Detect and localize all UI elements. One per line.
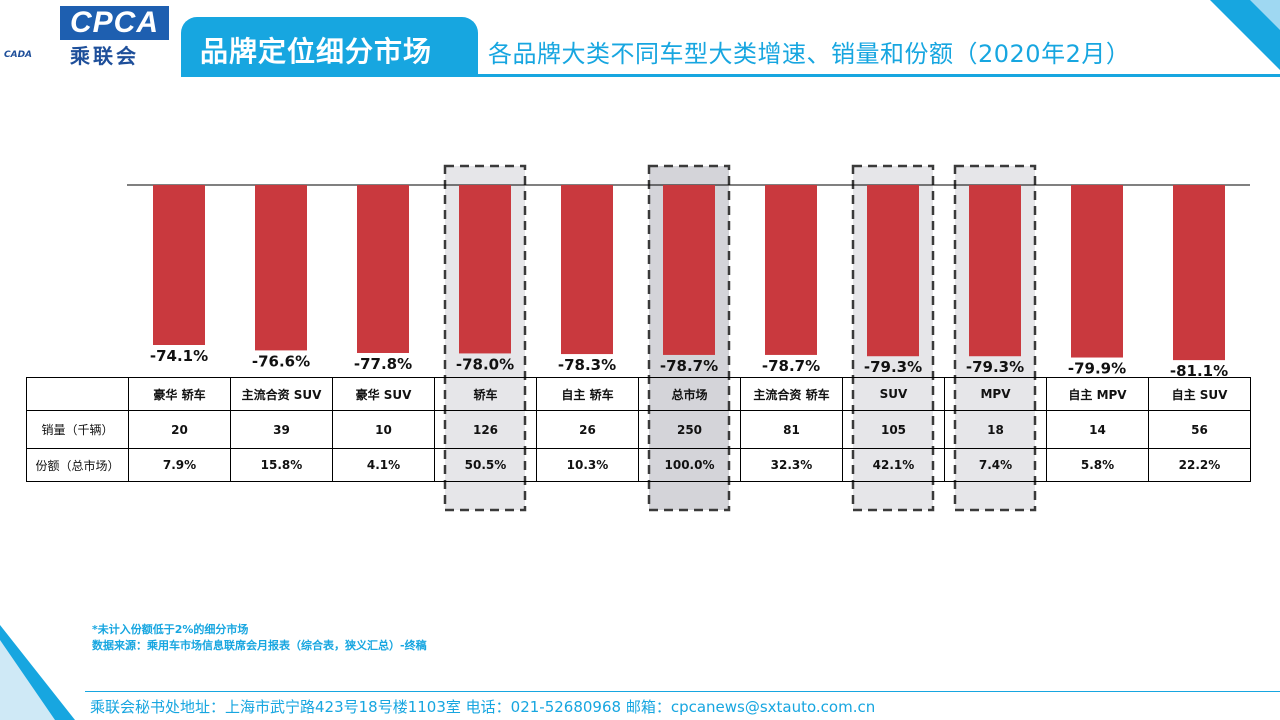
category-cell: 轿车 bbox=[434, 377, 537, 411]
row-label-sales: 销量（千辆） bbox=[26, 410, 129, 449]
sales-cell: 81 bbox=[740, 410, 843, 449]
category-cell: 自主 MPV bbox=[1046, 377, 1149, 411]
category-cell: 豪华 SUV bbox=[332, 377, 435, 411]
value-label: -79.3% bbox=[966, 358, 1024, 376]
table-header-row: 豪华 轿车 主流合资 SUV 豪华 SUV 轿车 自主 轿车 总市场 主流合资 … bbox=[26, 377, 1251, 411]
share-cell: 42.1% bbox=[842, 448, 945, 482]
bar bbox=[969, 185, 1021, 357]
sales-cell: 26 bbox=[536, 410, 639, 449]
logo-wordmark: CPCA bbox=[60, 6, 170, 40]
notes: *未计入份额低于2%的细分市场 数据来源：乘用车市场信息联席会月报表（综合表，狭… bbox=[92, 622, 427, 654]
share-cell: 100.0% bbox=[638, 448, 741, 482]
category-cell: 豪华 轿车 bbox=[128, 377, 231, 411]
sales-cell: 20 bbox=[128, 410, 231, 449]
table-row-sales: 销量（千辆） 20 39 10 126 26 250 81 105 18 14 … bbox=[26, 410, 1251, 449]
sales-cell: 56 bbox=[1148, 410, 1251, 449]
share-cell: 22.2% bbox=[1148, 448, 1251, 482]
sales-cell: 250 bbox=[638, 410, 741, 449]
value-label: -79.9% bbox=[1068, 360, 1126, 378]
value-label: -78.3% bbox=[558, 356, 616, 374]
footer-rule bbox=[85, 691, 1280, 692]
category-cell: 自主 轿车 bbox=[536, 377, 639, 411]
table-row-share: 份额（总市场） 7.9% 15.8% 4.1% 50.5% 10.3% 100.… bbox=[26, 448, 1251, 482]
value-label: -74.1% bbox=[150, 347, 208, 365]
bar bbox=[765, 185, 817, 355]
value-label: -81.1% bbox=[1170, 362, 1228, 380]
sales-cell: 10 bbox=[332, 410, 435, 449]
note-line: *未计入份额低于2%的细分市场 bbox=[92, 623, 249, 636]
share-cell: 4.1% bbox=[332, 448, 435, 482]
bar bbox=[1173, 185, 1225, 361]
sales-cell: 18 bbox=[944, 410, 1047, 449]
bar bbox=[1071, 185, 1123, 358]
category-cell: 主流合资 轿车 bbox=[740, 377, 843, 411]
share-cell: 10.3% bbox=[536, 448, 639, 482]
bar bbox=[153, 185, 205, 345]
corner-decoration-bottom-left-inner bbox=[0, 640, 55, 720]
header-rule bbox=[181, 74, 1280, 77]
bar bbox=[459, 185, 511, 354]
share-cell: 7.9% bbox=[128, 448, 231, 482]
value-label: -78.7% bbox=[762, 357, 820, 375]
sales-cell: 105 bbox=[842, 410, 945, 449]
share-cell: 5.8% bbox=[1046, 448, 1149, 482]
logo-sub: CADA bbox=[4, 50, 33, 60]
share-cell: 50.5% bbox=[434, 448, 537, 482]
row-label-share: 份额（总市场） bbox=[26, 448, 129, 482]
category-cell: 自主 SUV bbox=[1148, 377, 1251, 411]
sales-cell: 14 bbox=[1046, 410, 1149, 449]
share-cell: 32.3% bbox=[740, 448, 843, 482]
corner-decoration-top-right-inner bbox=[1250, 0, 1280, 30]
bar bbox=[867, 185, 919, 357]
share-cell: 7.4% bbox=[944, 448, 1047, 482]
section-tab bbox=[181, 17, 478, 77]
value-label: -78.0% bbox=[456, 355, 514, 373]
value-label: -77.8% bbox=[354, 355, 412, 373]
sales-cell: 126 bbox=[434, 410, 537, 449]
table-corner-cell bbox=[26, 377, 129, 411]
category-cell: 总市场 bbox=[638, 377, 741, 411]
bar bbox=[663, 185, 715, 355]
source-line: 数据来源：乘用车市场信息联席会月报表（综合表，狭义汇总）-终稿 bbox=[92, 639, 427, 652]
footer-contact: 乘联会秘书处地址：上海市武宁路423号18号楼1103室 电话：021-5268… bbox=[90, 698, 876, 716]
bar bbox=[255, 185, 307, 351]
bar bbox=[561, 185, 613, 355]
category-cell: SUV bbox=[842, 377, 945, 411]
bar bbox=[357, 185, 409, 353]
value-label: -76.6% bbox=[252, 352, 310, 370]
category-cell: MPV bbox=[944, 377, 1047, 411]
cpca-logo: CPCA 乘联会 CADA bbox=[0, 0, 180, 68]
share-cell: 15.8% bbox=[230, 448, 333, 482]
data-table: 豪华 轿车 主流合资 SUV 豪华 SUV 轿车 自主 轿车 总市场 主流合资 … bbox=[26, 377, 1251, 482]
value-label: -79.3% bbox=[864, 358, 922, 376]
section-title: 品牌定位细分市场 bbox=[200, 35, 433, 68]
value-label: -78.7% bbox=[660, 357, 718, 375]
page-subtitle: 各品牌大类不同车型大类增速、销量和份额（2020年2月） bbox=[488, 40, 1131, 68]
category-cell: 主流合资 SUV bbox=[230, 377, 333, 411]
sales-cell: 39 bbox=[230, 410, 333, 449]
logo-cn-name: 乘联会 bbox=[70, 44, 139, 68]
